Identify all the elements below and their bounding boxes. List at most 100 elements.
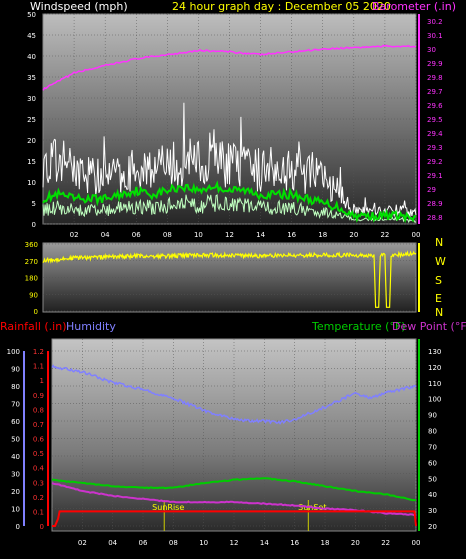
temp-x-tick-label: 22 (381, 539, 390, 547)
temperature-tick-label: 50 (428, 475, 437, 483)
barometer-tick-label: 29 (427, 186, 436, 194)
temp-x-tick-label: 20 (351, 539, 360, 547)
compass-label: N (435, 236, 443, 249)
temperature-tick-label: 100 (428, 396, 441, 404)
barometer-tick-label: 29.7 (427, 88, 443, 96)
wind-tick-label: 15 (27, 158, 36, 166)
wind-tick-label: 0 (32, 221, 36, 229)
rainfall-tick-label: 0.5 (33, 450, 44, 458)
wind-x-tick-label: 08 (163, 231, 172, 239)
barometer-tick-label: 29.6 (427, 102, 443, 110)
humidity-tick-label: 30 (11, 471, 20, 479)
temp-x-tick-label: 04 (108, 539, 117, 547)
rainfall-label: Rainfall (.in) (0, 320, 67, 333)
wind-tick-label: 50 (27, 11, 36, 19)
wind-x-tick-label: 04 (101, 231, 110, 239)
temperature-tick-label: 110 (428, 380, 441, 388)
barometer-tick-label: 30 (427, 46, 436, 54)
temperature-tick-label: 30 (428, 507, 437, 515)
barometer-tick-label: 28.8 (427, 214, 443, 222)
temp-x-tick-label: 00 (412, 539, 421, 547)
wind-low-line (42, 193, 417, 224)
wind-x-tick-label: 18 (318, 231, 327, 239)
wind-tick-label: 45 (27, 32, 36, 40)
temp-x-tick-label: 02 (78, 539, 87, 547)
wind-tick-label: 10 (27, 179, 36, 187)
temperature-tick-label: 90 (428, 412, 437, 420)
barometer-tick-label: 30.1 (427, 32, 443, 40)
temperature-line (51, 477, 417, 502)
wind-x-tick-label: 06 (132, 231, 141, 239)
wind-x-tick-label: 20 (349, 231, 358, 239)
wind-tick-label: 30 (27, 95, 36, 103)
wind-x-tick-label: 10 (194, 231, 203, 239)
rainfall-tick-label: 0.2 (33, 494, 44, 502)
wind-tick-label: 35 (27, 74, 36, 82)
humidity-tick-label: 50 (11, 436, 20, 444)
rainfall-tick-label: 0.8 (33, 406, 44, 414)
temp-x-tick-label: 08 (169, 539, 178, 547)
barometer-tick-label: 29.4 (427, 130, 443, 138)
humidity-tick-label: 80 (11, 383, 20, 391)
temperature-tick-label: 40 (428, 491, 437, 499)
temperature-label: Temperature (°F) (311, 320, 406, 333)
wind-x-tick-label: 00 (412, 231, 421, 239)
temp-x-tick-label: 18 (321, 539, 330, 547)
barometer-tick-label: 29.1 (427, 172, 443, 180)
graph-title: 24 hour graph day : December 05 2020 (172, 0, 391, 13)
rainfall-tick-label: 1 (40, 377, 44, 385)
dewpoint-label: Dew Point (°F) (392, 320, 466, 333)
sun-label: SunRise (152, 503, 184, 512)
humidity-tick-label: 90 (11, 366, 20, 374)
humidity-tick-label: 40 (11, 453, 20, 461)
wind-tick-label: 40 (27, 53, 36, 61)
wind-gust-line (42, 102, 417, 218)
wind-tick-label: 25 (27, 116, 36, 124)
rainfall-line (52, 510, 417, 527)
temp-x-tick-label: 14 (260, 539, 269, 547)
temp-x-tick-label: 12 (230, 539, 239, 547)
temp-x-tick-label: 16 (290, 539, 299, 547)
rainfall-tick-label: 0.4 (33, 465, 45, 473)
barometer-tick-label: 29.9 (427, 60, 443, 68)
humidity-line (51, 364, 417, 425)
humidity-tick-label: 100 (7, 348, 20, 356)
wind-tick-label: 20 (27, 137, 36, 145)
temp-x-tick-label: 06 (139, 539, 148, 547)
temp-x-tick-label: 10 (199, 539, 208, 547)
direction-tick-label: 180 (25, 275, 38, 283)
barometer-tick-label: 29.2 (427, 158, 443, 166)
temperature-tick-label: 60 (428, 459, 437, 467)
barometer-line (42, 44, 417, 91)
compass-label: S (435, 274, 442, 287)
wind-x-tick-label: 12 (225, 231, 234, 239)
rainfall-tick-label: 0 (40, 523, 44, 531)
wind-avg-line (42, 180, 417, 224)
rainfall-tick-label: 1.2 (33, 348, 44, 356)
direction-tick-label: 360 (25, 241, 38, 249)
compass-label: W (435, 255, 446, 268)
direction-tick-label: 270 (25, 258, 38, 266)
compass-label: N (435, 306, 443, 319)
windspeed-header: Windspeed (mph) (30, 0, 128, 13)
humidity-tick-label: 20 (11, 488, 20, 496)
compass-label: E (435, 292, 442, 305)
temperature-tick-label: 70 (428, 443, 437, 451)
humidity-tick-label: 0 (16, 523, 20, 531)
wind-x-tick-label: 14 (256, 231, 265, 239)
barometer-tick-label: 29.3 (427, 144, 443, 152)
temperature-tick-label: 80 (428, 428, 437, 436)
barometer-tick-label: 29.5 (427, 116, 443, 124)
humidity-tick-label: 10 (11, 506, 20, 514)
rainfall-tick-label: 0.1 (33, 508, 44, 516)
humidity-label: Humidity (66, 320, 116, 333)
barometer-tick-label: 30.2 (427, 18, 443, 26)
wind-tick-label: 5 (32, 200, 36, 208)
rainfall-tick-label: 0.7 (33, 421, 44, 429)
direction-tick-label: 90 (29, 291, 38, 299)
rainfall-tick-label: 0.9 (33, 392, 44, 400)
wind-direction-line (42, 250, 417, 308)
wind-x-tick-label: 22 (380, 231, 389, 239)
